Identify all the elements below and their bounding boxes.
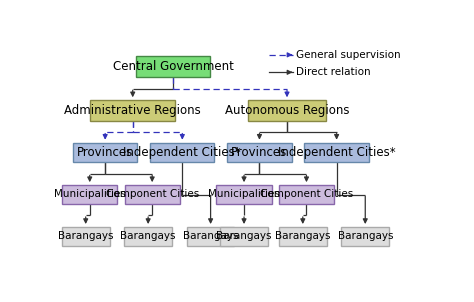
FancyBboxPatch shape xyxy=(217,185,272,204)
FancyBboxPatch shape xyxy=(248,100,326,121)
Text: Provinces: Provinces xyxy=(231,146,288,159)
Text: Administrative Regions: Administrative Regions xyxy=(64,104,201,117)
Text: Autonomous Regions: Autonomous Regions xyxy=(225,104,349,117)
FancyBboxPatch shape xyxy=(228,143,292,162)
Text: Municipalities: Municipalities xyxy=(54,189,126,199)
Text: Barangays: Barangays xyxy=(183,231,238,241)
Text: Central Government: Central Government xyxy=(113,60,234,73)
Text: Independent Cities*: Independent Cities* xyxy=(124,146,241,159)
Text: Direct relation: Direct relation xyxy=(296,67,371,77)
FancyBboxPatch shape xyxy=(341,227,389,246)
Text: Component Cities: Component Cities xyxy=(260,189,353,199)
FancyBboxPatch shape xyxy=(304,143,369,162)
Text: General supervision: General supervision xyxy=(296,50,401,60)
FancyBboxPatch shape xyxy=(187,227,235,246)
FancyBboxPatch shape xyxy=(124,227,172,246)
FancyBboxPatch shape xyxy=(279,227,327,246)
Text: Barangays: Barangays xyxy=(337,231,393,241)
Text: Barangays: Barangays xyxy=(275,231,330,241)
FancyBboxPatch shape xyxy=(62,227,109,246)
Text: Barangays: Barangays xyxy=(58,231,113,241)
Text: Component Cities: Component Cities xyxy=(106,189,199,199)
FancyBboxPatch shape xyxy=(62,185,117,204)
Text: Barangays: Barangays xyxy=(216,231,272,241)
FancyBboxPatch shape xyxy=(137,56,210,77)
FancyBboxPatch shape xyxy=(73,143,137,162)
FancyBboxPatch shape xyxy=(91,100,175,121)
Text: Provinces: Provinces xyxy=(77,146,133,159)
FancyBboxPatch shape xyxy=(125,185,180,204)
FancyBboxPatch shape xyxy=(150,143,214,162)
FancyBboxPatch shape xyxy=(279,185,334,204)
FancyBboxPatch shape xyxy=(220,227,268,246)
Text: Independent Cities*: Independent Cities* xyxy=(278,146,395,159)
Text: Barangays: Barangays xyxy=(120,231,176,241)
Text: Municipalities: Municipalities xyxy=(208,189,280,199)
